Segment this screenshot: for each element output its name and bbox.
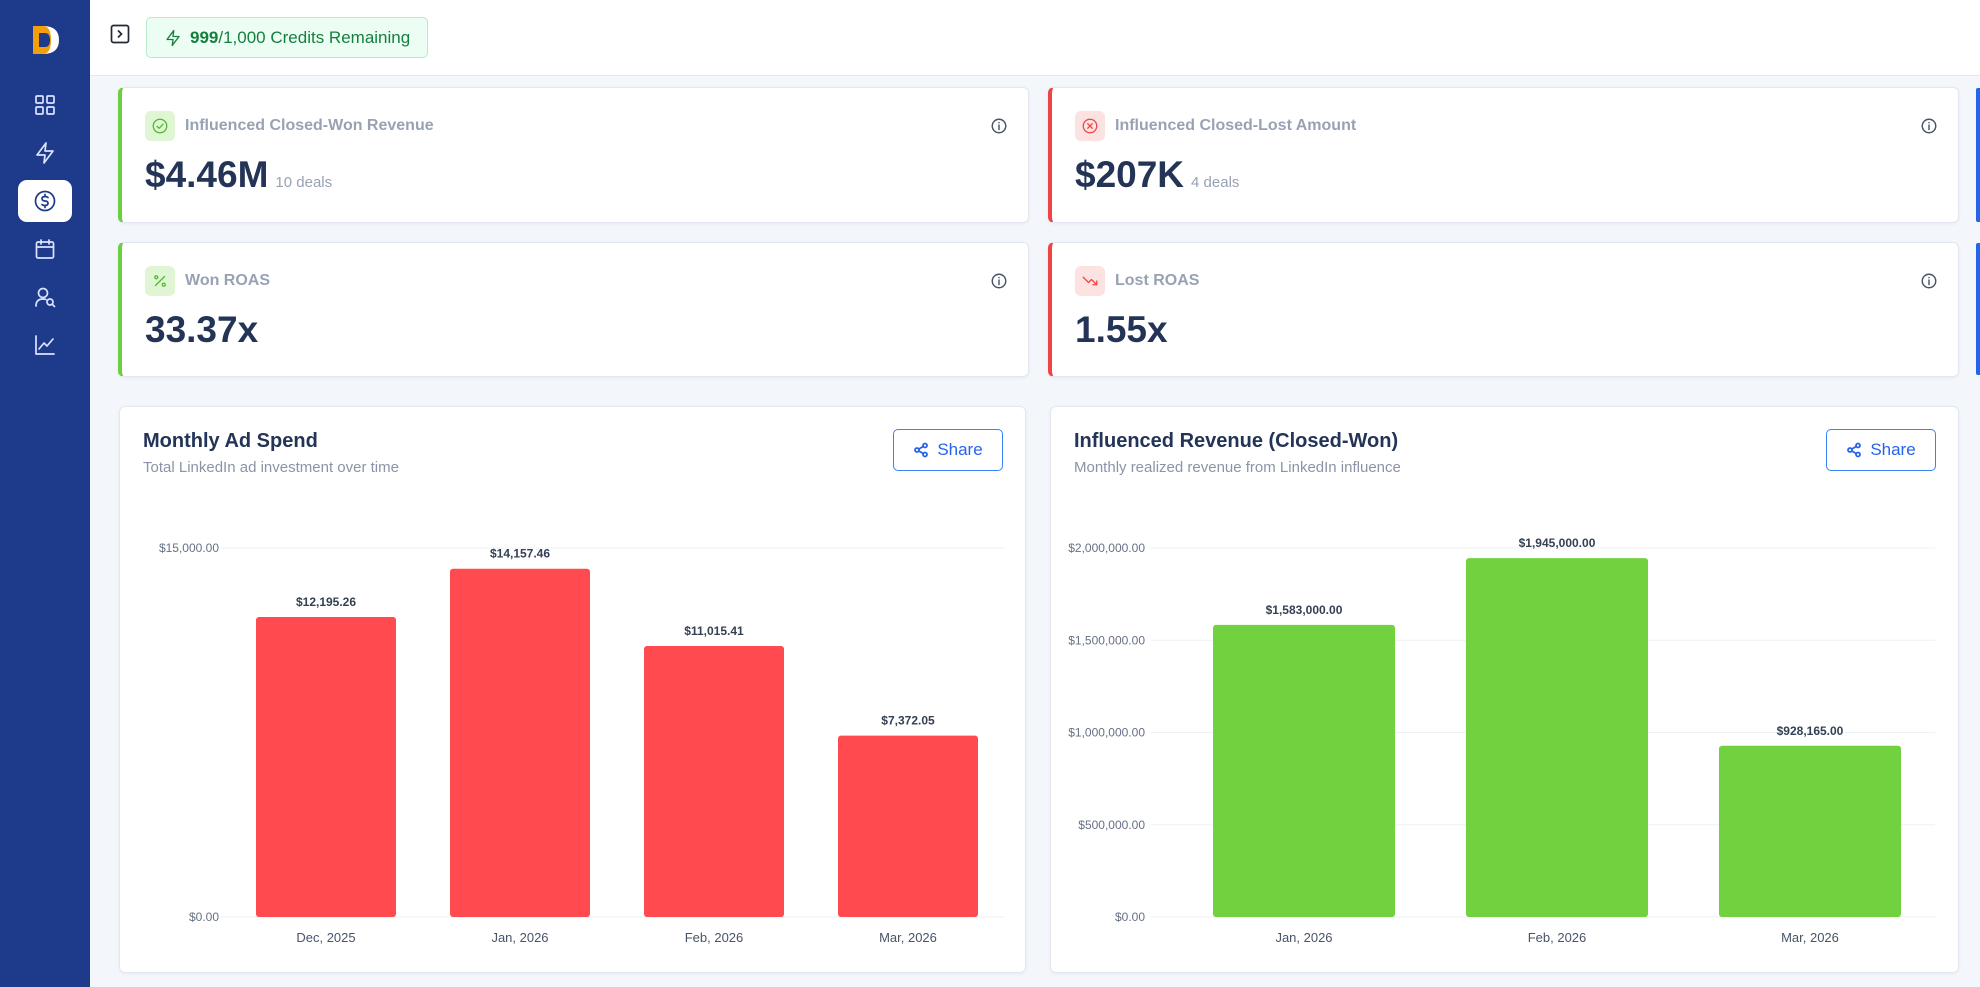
share-icon — [1847, 442, 1862, 458]
x-tick-label: Mar, 2026 — [879, 930, 937, 945]
share-icon — [914, 442, 929, 458]
sidebar-item-analytics[interactable] — [18, 324, 72, 366]
bar[interactable] — [838, 735, 978, 917]
card-edge-indicator — [1976, 243, 1980, 375]
lightning-icon — [166, 29, 180, 46]
stat-label: Lost ROAS — [1115, 272, 1200, 289]
credits-badge: 999/1,000 Credits Remaining — [146, 17, 429, 58]
x-tick-label: Feb, 2026 — [1528, 930, 1587, 945]
bar-value-label: $1,583,000.00 — [1266, 603, 1343, 617]
y-tick-label: $2,000,000.00 — [1068, 541, 1145, 555]
topbar: 999/1,000 Credits Remaining — [90, 0, 1980, 76]
stat-deals: 4 deals — [1191, 174, 1240, 191]
bar-value-label: $1,945,000.00 — [1519, 536, 1596, 550]
share-button[interactable]: Share — [893, 429, 1003, 471]
sidebar-item-audience[interactable] — [18, 276, 72, 318]
stat-value: 1.55x — [1075, 309, 1168, 350]
sidebar-nav — [18, 84, 72, 366]
stat-deals: 10 deals — [275, 174, 333, 191]
stat-card-won-roas: Won ROAS 33.37x — [118, 242, 1029, 377]
user-search-icon — [35, 287, 56, 308]
bar[interactable] — [450, 568, 590, 917]
info-icon[interactable] — [990, 272, 1008, 290]
stat-value: 33.37x — [145, 309, 259, 350]
y-tick-label: $1,500,000.00 — [1068, 633, 1145, 647]
chart-title: Monthly Ad Spend — [143, 430, 318, 452]
y-tick-label: $1,000,000.00 — [1068, 726, 1145, 740]
share-label: Share — [937, 440, 983, 459]
chart-card-ad-spend: Monthly Ad Spend Total LinkedIn ad inves… — [119, 406, 1026, 973]
bar[interactable] — [256, 616, 396, 917]
bar[interactable] — [644, 646, 784, 917]
bar-value-label: $11,015.41 — [684, 624, 744, 638]
stat-card-won-revenue: Influenced Closed-Won Revenue $4.46M 10 … — [118, 87, 1029, 223]
stat-value: $4.46M — [145, 154, 269, 195]
chart-subtitle: Total LinkedIn ad investment over time — [143, 459, 399, 476]
info-icon[interactable] — [990, 117, 1008, 135]
stat-label: Influenced Closed-Won Revenue — [185, 117, 434, 134]
x-tick-label: Feb, 2026 — [685, 930, 744, 945]
info-icon[interactable] — [1920, 272, 1938, 290]
check-circle-icon — [145, 111, 175, 141]
stat-card-lost-roas: Lost ROAS 1.55x — [1048, 242, 1959, 377]
bar-value-label: $928,165.00 — [1777, 724, 1844, 738]
y-tick-label: $500,000.00 — [1078, 818, 1145, 832]
trending-down-icon — [1075, 266, 1105, 296]
calendar-icon — [35, 239, 55, 259]
stat-label: Influenced Closed-Lost Amount — [1115, 117, 1357, 134]
y-tick-label: $0.00 — [1115, 910, 1145, 924]
revenue-plot: $0.00 $500,000.00 $1,000,000.00 $1,500,000.… — [1068, 536, 1935, 945]
lightning-icon — [36, 142, 54, 164]
bar[interactable] — [1719, 745, 1901, 917]
credits-used: 999 — [190, 27, 219, 47]
percent-icon — [145, 266, 175, 296]
chart-line-icon — [35, 335, 55, 355]
sidebar-toggle-button[interactable] — [110, 24, 130, 44]
dashboard-icon — [35, 95, 55, 115]
sidebar-item-revenue[interactable] — [18, 180, 72, 222]
stat-value: $207K — [1075, 154, 1185, 195]
chart-subtitle: Monthly realized revenue from LinkedIn i… — [1074, 459, 1401, 476]
chart-title: Influenced Revenue (Closed-Won) — [1074, 430, 1399, 452]
bar-value-label: $7,372.05 — [881, 714, 935, 728]
sidebar — [0, 0, 90, 987]
app-logo[interactable] — [25, 22, 65, 58]
stat-label: Won ROAS — [185, 272, 271, 289]
chart-card-revenue: Influenced Revenue (Closed-Won) Monthly … — [1050, 406, 1959, 973]
credits-text: 999/1,000 Credits Remaining — [190, 28, 410, 48]
x-tick-label: Jan, 2026 — [1275, 930, 1332, 945]
ad-spend-plot: $0.00 $15,000.00 $12,195.26 Dec, 2025 $14,15… — [159, 541, 1005, 945]
sidebar-item-dashboard[interactable] — [18, 84, 72, 126]
bar[interactable] — [1213, 624, 1395, 917]
panel-toggle-icon — [110, 24, 130, 44]
credits-remaining: /1,000 Credits Remaining — [218, 27, 411, 47]
sidebar-item-credits[interactable] — [18, 132, 72, 174]
y-tick-label: $0.00 — [189, 910, 219, 924]
x-tick-label: Dec, 2025 — [296, 930, 355, 945]
x-tick-label: Jan, 2026 — [491, 930, 548, 945]
share-label: Share — [1870, 440, 1916, 459]
info-icon[interactable] — [1920, 117, 1938, 135]
stat-card-lost-amount: Influenced Closed-Lost Amount $207K 4 de… — [1048, 87, 1959, 223]
x-circle-icon — [1075, 111, 1105, 141]
y-tick-label: $15,000.00 — [159, 541, 219, 555]
bar-value-label: $12,195.26 — [296, 595, 356, 609]
x-tick-label: Mar, 2026 — [1781, 930, 1839, 945]
bar-value-label: $14,157.46 — [490, 547, 550, 561]
dollar-icon — [34, 190, 56, 212]
share-button[interactable]: Share — [1826, 429, 1936, 471]
sidebar-item-calendar[interactable] — [18, 228, 72, 270]
card-edge-indicator — [1976, 88, 1980, 222]
bar[interactable] — [1466, 558, 1648, 917]
